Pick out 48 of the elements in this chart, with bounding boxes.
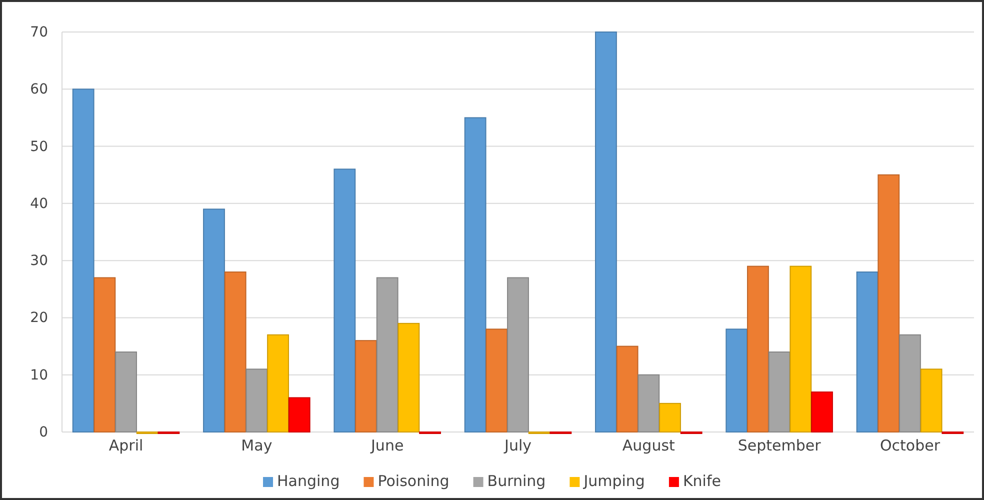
bar (94, 277, 116, 432)
bar (659, 402, 681, 432)
x-tick-label: September (738, 436, 822, 455)
bar (246, 368, 268, 432)
y-tick-label: 70 (30, 24, 48, 40)
bar (726, 328, 748, 432)
bar (288, 397, 310, 432)
bar (595, 32, 617, 432)
bar (899, 334, 921, 432)
y-tick-label: 40 (30, 196, 48, 212)
bar (920, 368, 942, 432)
bar (856, 272, 878, 432)
bar (507, 277, 529, 432)
y-tick-label: 60 (30, 82, 48, 98)
y-tick-label: 50 (30, 138, 48, 155)
bar (398, 322, 420, 432)
bar (878, 174, 900, 432)
bar (638, 374, 660, 432)
bar (203, 208, 225, 432)
bar (115, 352, 137, 432)
legend-label: Jumping (582, 472, 645, 490)
x-tick-label: June (370, 436, 404, 455)
x-tick-label: October (880, 436, 941, 455)
legend-label: Burning (487, 472, 546, 490)
bar (334, 168, 356, 432)
bar (616, 346, 638, 432)
y-tick-label: 10 (30, 367, 48, 384)
bar (376, 277, 398, 432)
x-tick-label: July (504, 436, 532, 455)
y-tick-label: 0 (39, 424, 48, 440)
y-tick-label: 20 (30, 310, 48, 326)
bar (486, 328, 508, 432)
bar (355, 340, 377, 432)
x-tick-label: August (622, 436, 676, 455)
y-tick-label: 30 (30, 253, 48, 270)
bar (464, 117, 486, 432)
legend-label: Knife (682, 472, 721, 490)
bar (72, 88, 94, 432)
x-tick-label: April (108, 436, 144, 455)
bar (790, 266, 812, 432)
bar (224, 272, 246, 432)
x-tick-label: May (241, 436, 272, 455)
bar (811, 392, 833, 432)
bar (267, 334, 289, 432)
legend-label: Poisoning (378, 472, 450, 490)
bar (768, 352, 790, 432)
bar (747, 266, 769, 432)
legend-label: Hanging (277, 472, 340, 490)
